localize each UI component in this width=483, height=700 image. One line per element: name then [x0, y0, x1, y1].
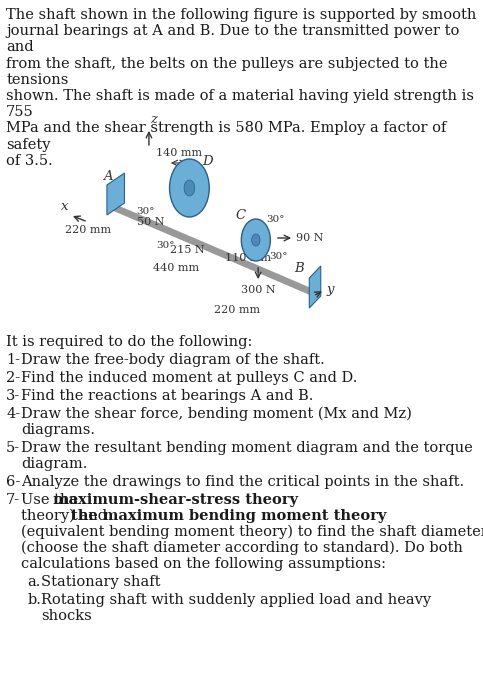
Text: 30°: 30°: [269, 252, 287, 261]
Text: z: z: [150, 113, 157, 126]
Text: shocks: shocks: [41, 609, 92, 623]
Text: (choose the shaft diameter according to standard). Do both: (choose the shaft diameter according to …: [21, 541, 463, 555]
Text: theory) and: theory) and: [21, 509, 112, 524]
Text: the maximum bending moment theory: the maximum bending moment theory: [71, 509, 386, 523]
Text: 215 N: 215 N: [170, 245, 204, 255]
Text: 30°: 30°: [156, 241, 175, 249]
Text: 50 N: 50 N: [138, 217, 165, 227]
Ellipse shape: [184, 180, 195, 196]
Text: y: y: [327, 284, 334, 297]
Text: 5-: 5-: [6, 441, 20, 455]
Text: 30°: 30°: [136, 207, 155, 216]
Text: a.: a.: [28, 575, 41, 589]
Text: diagram.: diagram.: [21, 457, 88, 471]
Text: x: x: [60, 200, 68, 213]
Text: calculations based on the following assumptions:: calculations based on the following assu…: [21, 557, 386, 571]
Polygon shape: [107, 173, 125, 215]
Text: 30°: 30°: [266, 215, 284, 224]
Text: The shaft shown in the following figure is supported by smooth
journal bearings : The shaft shown in the following figure …: [6, 8, 477, 168]
Text: Find the induced moment at pulleys C and D.: Find the induced moment at pulleys C and…: [21, 371, 358, 385]
Text: B: B: [294, 262, 304, 275]
Text: 220 mm: 220 mm: [213, 305, 260, 315]
Polygon shape: [309, 266, 321, 308]
Ellipse shape: [242, 219, 270, 261]
Text: Stationary shaft: Stationary shaft: [41, 575, 161, 589]
Text: 140 mm: 140 mm: [156, 148, 202, 158]
Text: maximum-shear-stress theory: maximum-shear-stress theory: [54, 493, 298, 507]
Text: 2-: 2-: [6, 371, 20, 385]
Text: (equivalent bending moment theory) to find the shaft diameter: (equivalent bending moment theory) to fi…: [21, 525, 483, 540]
Text: 4-: 4-: [6, 407, 20, 421]
Ellipse shape: [170, 159, 209, 217]
Text: b.: b.: [28, 593, 42, 607]
Text: 3-: 3-: [6, 389, 20, 403]
Text: D: D: [202, 155, 213, 168]
Text: Use the: Use the: [21, 493, 83, 507]
Text: 300 N: 300 N: [241, 285, 275, 295]
Text: diagrams.: diagrams.: [21, 423, 95, 437]
Text: A: A: [103, 170, 113, 183]
Text: 110 mm: 110 mm: [225, 253, 271, 263]
Text: Rotating shaft with suddenly applied load and heavy: Rotating shaft with suddenly applied loa…: [41, 593, 431, 607]
Text: 7-: 7-: [6, 493, 20, 507]
Text: 220 mm: 220 mm: [65, 225, 111, 235]
Text: Analyze the drawings to find the critical points in the shaft.: Analyze the drawings to find the critica…: [21, 475, 465, 489]
Ellipse shape: [252, 234, 260, 246]
Text: Find the reactions at bearings A and B.: Find the reactions at bearings A and B.: [21, 389, 314, 403]
Text: 1-: 1-: [6, 353, 20, 367]
Text: Draw the free-body diagram of the shaft.: Draw the free-body diagram of the shaft.: [21, 353, 325, 367]
Text: 440 mm: 440 mm: [153, 263, 199, 273]
Text: Draw the shear force, bending moment (Mx and Mz): Draw the shear force, bending moment (Mx…: [21, 407, 412, 421]
Text: C: C: [236, 209, 246, 222]
Text: 90 N: 90 N: [297, 233, 324, 243]
Text: Draw the resultant bending moment diagram and the torque: Draw the resultant bending moment diagra…: [21, 441, 473, 455]
Text: 6-: 6-: [6, 475, 20, 489]
Text: It is required to do the following:: It is required to do the following:: [6, 335, 253, 349]
